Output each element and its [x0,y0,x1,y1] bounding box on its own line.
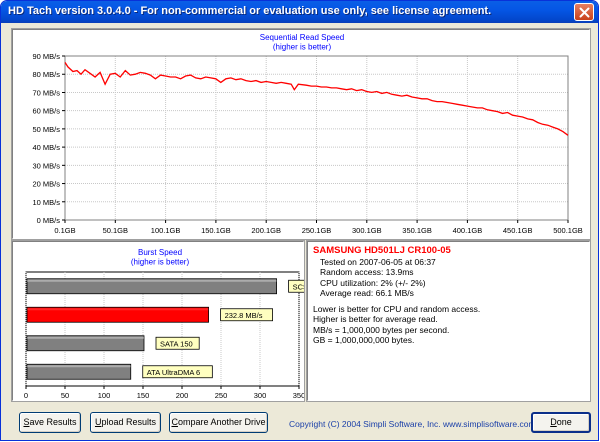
compare-another-drive-button[interactable]: Compare Another Drive [169,412,268,433]
sequential-read-panel: Sequential Read Speed (higher is better)… [11,28,591,240]
note-line: Higher is better for average read. [313,314,438,325]
close-button[interactable] [574,3,594,21]
bar-label: ATA UltraDMA 6 [147,368,201,377]
bar-label: SCSI Ultra320 [293,282,305,291]
y-tick-label: 40 MB/s [32,143,60,152]
x-tick-label: 300 [254,391,267,400]
done-button[interactable]: Done [531,412,591,433]
title-bar: HD Tach version 3.0.4.0 - For non-commer… [1,1,598,23]
bar-highlight [27,279,277,282]
drive-stats: Tested on 2007-06-05 at 06:37 Random acc… [320,257,436,299]
note-line: Lower is better for CPU and random acces… [313,304,481,314]
y-tick-label: 80 MB/s [32,70,60,79]
x-tick-label: 350.1GB [402,226,432,235]
burst-title: Burst Speed [138,248,182,257]
bar-label-box [220,308,273,322]
series-line [64,62,569,136]
upload-results-button[interactable]: Upload Results [90,412,161,433]
burst-speed-panel: Burst Speed (higher is better) SCSI Ultr… [11,240,355,402]
x-tick-label: 400.1GB [453,226,483,235]
y-tick-label: 50 MB/s [32,125,60,134]
x-tick-label: 50 [61,391,69,400]
x-tick-label: 450.1GB [503,226,533,235]
y-tick-label: 20 MB/s [32,180,60,189]
bar-highlight [27,365,131,368]
x-tick-label: 50.1GB [103,226,128,235]
bar-label-box [155,336,200,350]
y-tick-label: 0 MB/s [37,216,61,225]
bar-label: SATA 150 [160,339,193,348]
average-read-text: Average read: 66.1 MB/s [320,288,414,299]
bar [26,335,145,352]
bar-highlight [27,336,144,339]
x-tick-label: 0.1GB [54,226,75,235]
cpu-utilization-text: CPU utilization: 2% (+/- 2%) [320,277,426,288]
note-line: MB/s = 1,000,000 bytes per second. [313,324,450,335]
tested-on-text: Tested on 2007-06-05 at 06:37 [320,257,436,267]
drive-name: SAMSUNG HD501LJ CR100-05 [313,245,451,256]
y-tick-label: 90 MB/s [32,52,60,61]
y-tick-label: 60 MB/s [32,107,60,116]
window-title: HD Tach version 3.0.4.0 - For non-commer… [8,5,492,17]
x-tick-label: 150 [137,391,150,400]
x-tick-label: 100 [98,391,111,400]
x-tick-label: 250.1GB [302,226,332,235]
notes: Lower is better for CPU and random acces… [313,304,480,346]
save-results-button[interactable]: Save Results [19,412,81,433]
x-tick-label: 250 [215,391,228,400]
chart-subtitle: (higher is better) [273,43,332,52]
x-tick-label: 300.1GB [352,226,382,235]
burst-speed-chart: Burst Speed (higher is better) SCSI Ultr… [24,248,355,400]
x-tick-label: 200 [176,391,189,400]
random-access-text: Random access: 13.9ms [320,267,414,278]
bar [26,363,132,380]
x-tick-label: 200.1GB [251,226,281,235]
x-tick-label: 350 [293,391,305,400]
burst-subtitle: (higher is better) [131,258,190,267]
sequential-read-chart: Sequential Read Speed (higher is better)… [32,33,583,235]
y-tick-label: 70 MB/s [32,88,60,97]
note-line: GB = 1,000,000,000 bytes. [313,335,415,346]
drive-info-panel: SAMSUNG HD501LJ CR100-05 Tested on 2007-… [306,240,591,402]
close-icon [579,7,590,18]
copyright-text: Copyright (C) 2004 Simpli Software, Inc.… [289,419,536,429]
bar [26,306,209,323]
bar-label: 232.8 MB/s [225,311,263,320]
chart-title: Sequential Read Speed [260,33,345,42]
bar-label-box [142,365,213,379]
x-tick-label: 500.1GB [553,226,583,235]
x-tick-label: 150.1GB [201,226,231,235]
y-tick-label: 10 MB/s [32,198,60,207]
x-tick-label: 100.1GB [151,226,181,235]
x-tick-label: 0 [24,391,28,400]
bar-highlight [27,308,209,311]
y-tick-label: 30 MB/s [32,161,60,170]
bar [26,278,278,295]
